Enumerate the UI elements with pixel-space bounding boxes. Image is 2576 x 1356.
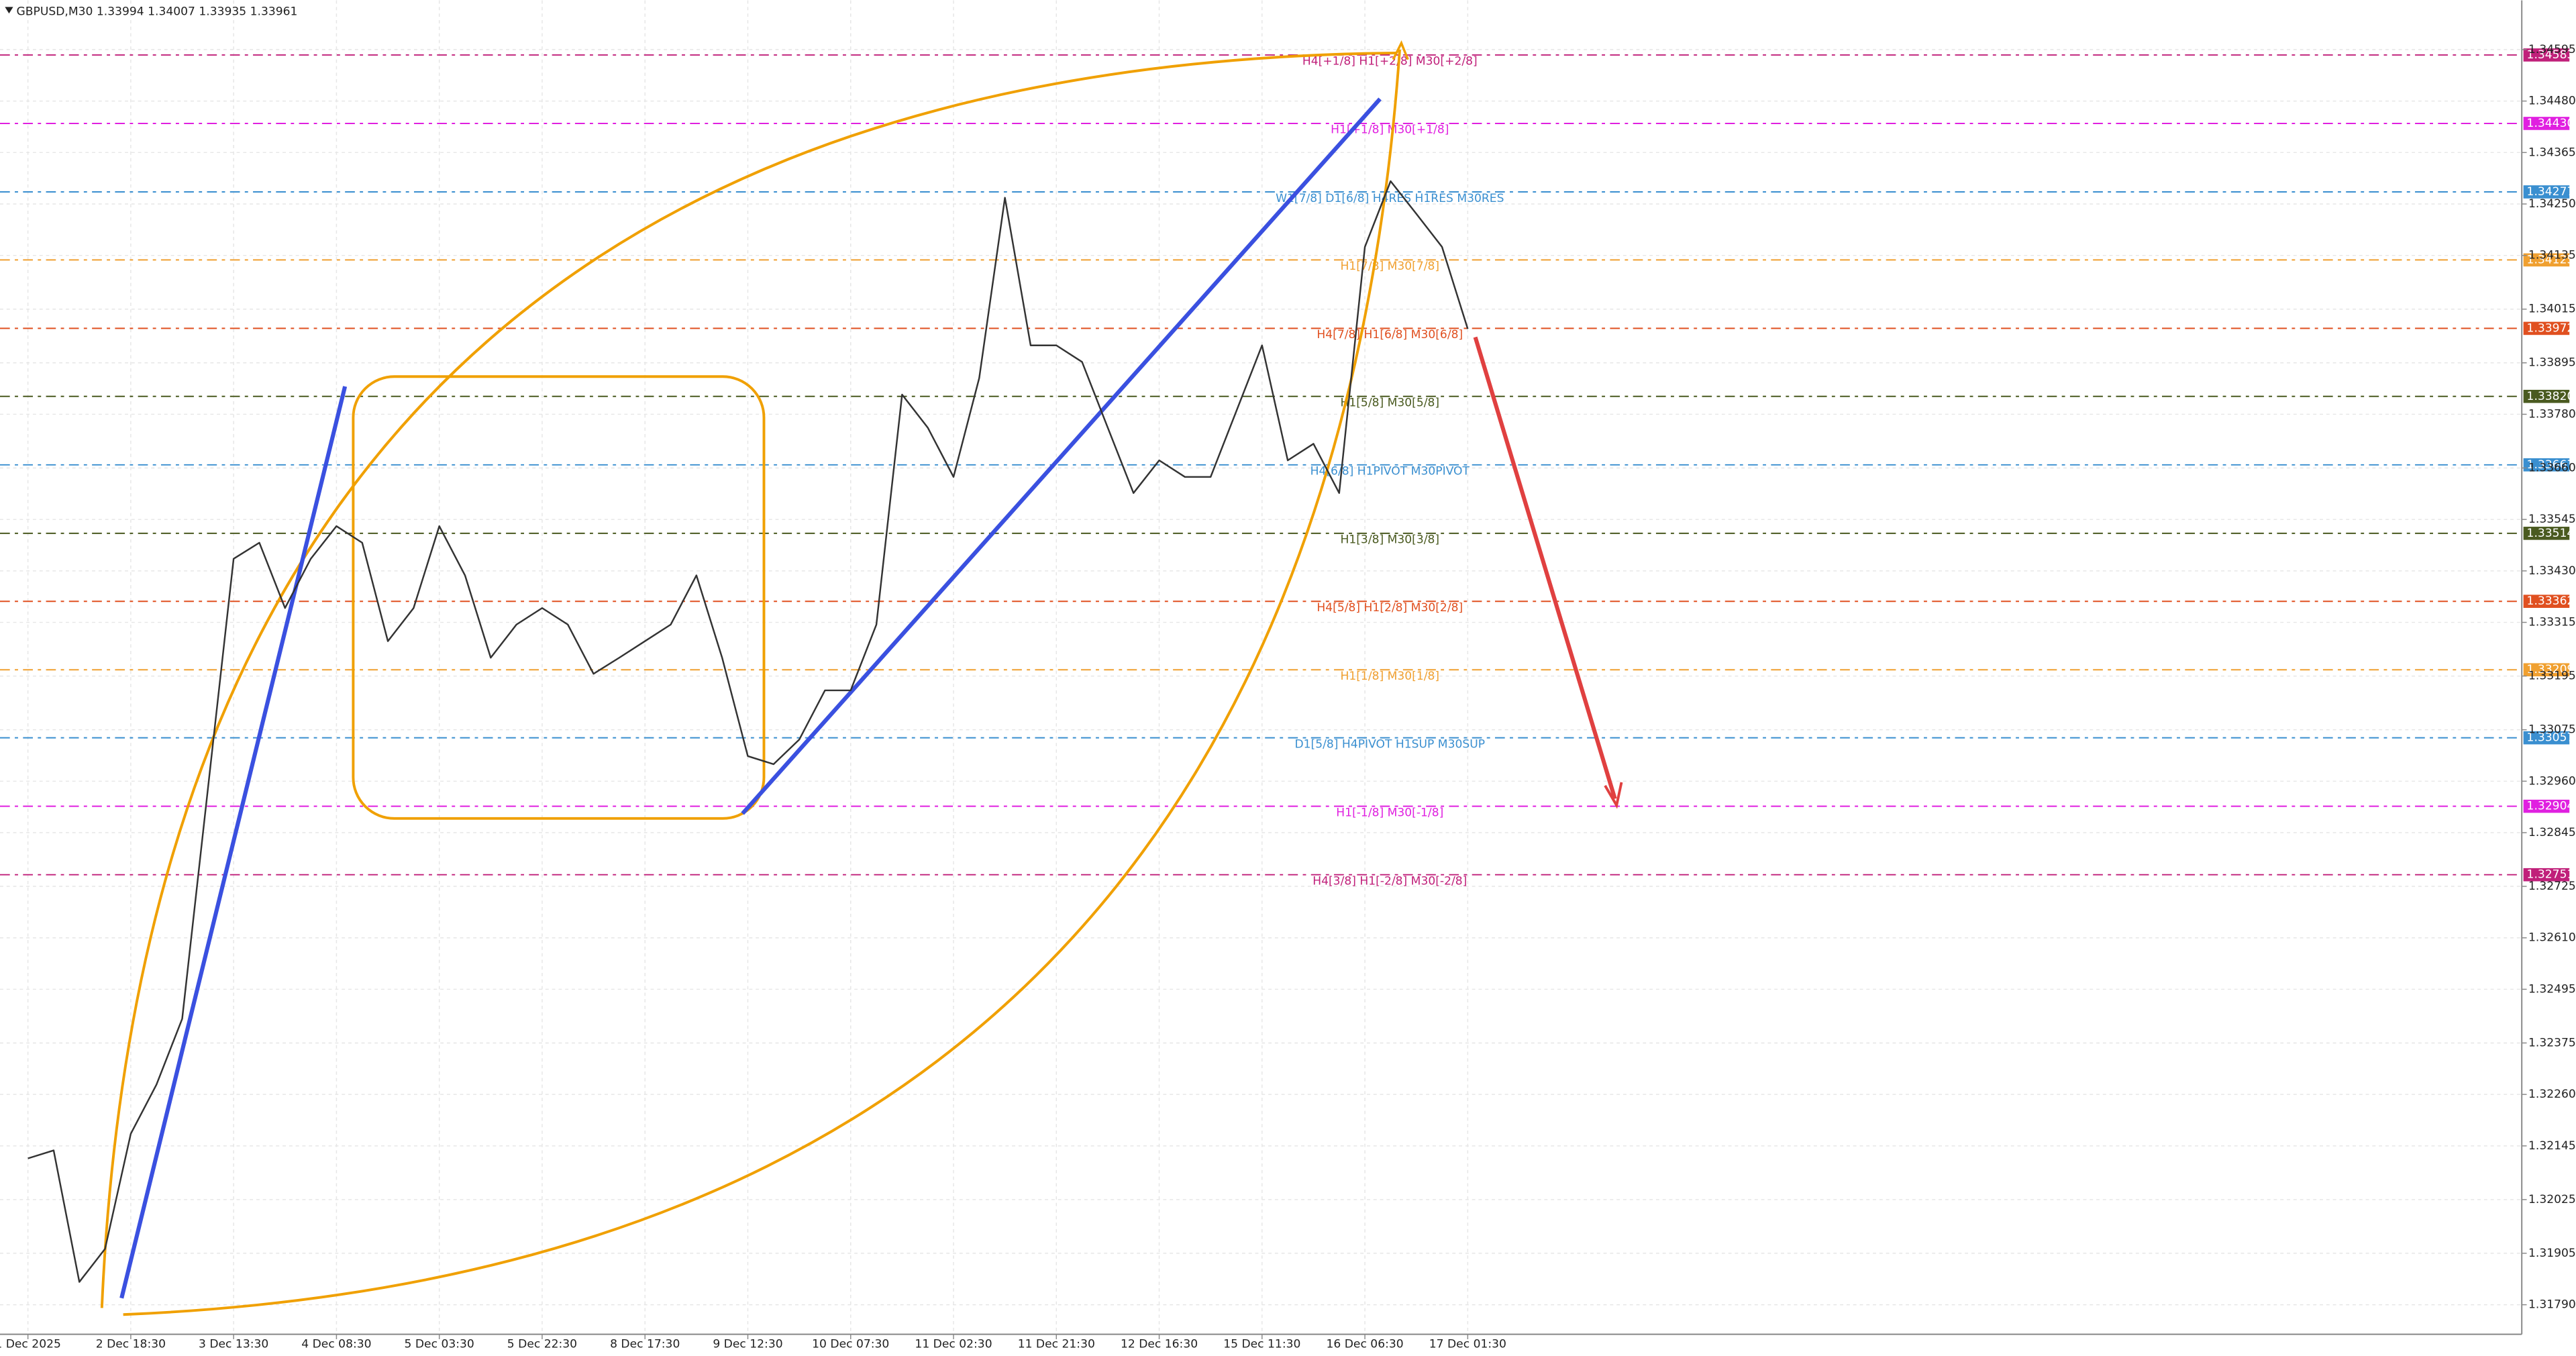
y-tick-label: 1.32375	[2528, 1036, 2576, 1049]
price-tag	[2523, 594, 2570, 609]
x-tick-label: 11 Dec 21:30	[1018, 1337, 1095, 1351]
y-tick-label: 1.33660	[2528, 461, 2576, 474]
y-tick-label: 1.31790	[2528, 1298, 2576, 1312]
price-tag	[2523, 868, 2570, 882]
y-tick-label: 1.33780	[2528, 407, 2576, 421]
price-tag-label: 1.33057	[2527, 731, 2575, 745]
price-tag	[2523, 663, 2570, 677]
price-tag-label: 1.33820	[2527, 390, 2575, 403]
price-tag-label: 1.33667	[2527, 458, 2575, 472]
level-label: H4[7/8] H1[6/8] M30[6/8]	[1317, 328, 1463, 342]
price-tag-label: 1.33209	[2527, 663, 2575, 676]
price-tag	[2523, 185, 2570, 199]
price-tag-label: 1.34430	[2527, 117, 2575, 130]
orange-arrowhead	[1392, 40, 1409, 60]
levels: H4[+1/8] H1[+2/8] M30[+2/8] 1.34583 H1[+1/…	[0, 48, 2574, 888]
level-label: D1[5/8] H4PIVOT H1SUP M30SUP	[1294, 737, 1485, 751]
level-label: H1[7/8] M30[7/8]	[1340, 260, 1439, 273]
price-tag-label: 1.33362	[2527, 594, 2575, 608]
drawings	[100, 40, 1623, 1316]
x-tick-label: 17 Dec 01:30	[1429, 1337, 1506, 1351]
level-label: H1[+1/8] M30[+1/8]	[1331, 123, 1449, 137]
level-label: H1[1/8] M30[1/8]	[1340, 670, 1439, 683]
price-tag	[2523, 117, 2570, 130]
price-line	[28, 180, 1469, 1283]
x-tick-label: 8 Dec 17:30	[610, 1337, 680, 1351]
y-tick-label: 1.33315	[2528, 616, 2576, 629]
y-tick-label: 1.33195	[2528, 670, 2576, 683]
y-tick-label: 1.32960	[2528, 774, 2576, 788]
orange-box	[352, 375, 766, 820]
x-tick-label: 2 Dec 18:30	[96, 1337, 166, 1351]
x-tick-label: 5 Dec 22:30	[507, 1337, 577, 1351]
level-label: W1[7/8] D1[6/8] H4RES H1RES M30RES	[1276, 192, 1504, 205]
x-tick-label: 4 Dec 08:30	[301, 1337, 371, 1351]
x-tick-label: 9 Dec 12:30	[713, 1337, 782, 1351]
x-tick-label: 16 Dec 06:30	[1326, 1337, 1403, 1351]
x-tick-label: 5 Dec 03:30	[405, 1337, 474, 1351]
price-tag-label: 1.34125	[2527, 253, 2575, 266]
orange-arc	[100, 51, 1397, 1308]
y-tick-label: 1.34015	[2528, 303, 2576, 316]
level-label: H1[5/8] M30[5/8]	[1340, 397, 1439, 410]
price-tag-label: 1.32751	[2527, 868, 2575, 882]
price-tag	[2523, 389, 2570, 403]
x-tick-label: 1 Dec 2025	[0, 1337, 61, 1351]
y-tick-label: 1.34365	[2528, 146, 2576, 159]
forecast-arrowhead	[1604, 782, 1623, 809]
y-tick-label: 1.32725	[2528, 880, 2576, 893]
price-tag	[2523, 527, 2570, 540]
price-tag-label: 1.32904	[2527, 800, 2575, 813]
price-tag	[2523, 799, 2570, 813]
price-tag-label: 1.34277	[2527, 185, 2575, 199]
y-tick-label: 1.33075	[2528, 723, 2576, 737]
menu-icon	[5, 7, 13, 14]
chart-title: GBPUSD,M30 1.33994 1.34007 1.33935 1.339…	[16, 5, 297, 19]
price-tag-label: 1.34583	[2527, 48, 2575, 62]
y-tick-label: 1.32845	[2528, 826, 2576, 839]
x-tick-label: 12 Dec 16:30	[1121, 1337, 1198, 1351]
y-tick-label: 1.34250	[2528, 197, 2576, 211]
level-label: H4[3/8] H1[-2/8] M30[-2/8]	[1312, 874, 1467, 888]
price-tag	[2523, 321, 2570, 335]
orange-arc	[123, 49, 1401, 1316]
grid	[0, 0, 2522, 1335]
y-tick-label: 1.32495	[2528, 982, 2576, 996]
x-tick-label: 3 Dec 13:30	[199, 1337, 268, 1351]
level-label: H4[+1/8] H1[+2/8] M30[+2/8]	[1302, 55, 1478, 68]
y-tick-label: 1.32025	[2528, 1193, 2576, 1206]
price-tag-label: 1.33972	[2527, 321, 2575, 335]
price-tag	[2523, 731, 2570, 745]
x-tick-label: 10 Dec 07:30	[812, 1337, 889, 1351]
trend-line	[741, 97, 1382, 815]
y-tick-label: 1.34595	[2528, 43, 2576, 56]
level-label: H1[-1/8] M30[-1/8]	[1336, 806, 1443, 819]
trend-line	[119, 386, 348, 1299]
price	[28, 180, 1469, 1283]
level-label: H4[5/8] H1[2/8] M30[2/8]	[1317, 601, 1463, 615]
y-tick-label: 1.32145	[2528, 1139, 2576, 1153]
y-tick-label: 1.33545	[2528, 513, 2576, 526]
x-tick-label: 15 Dec 11:30	[1223, 1337, 1300, 1351]
forecast-arrow	[1473, 336, 1617, 800]
price-tag	[2523, 253, 2570, 267]
y-tick-label: 1.32260	[2528, 1088, 2576, 1101]
y-tick-label: 1.33895	[2528, 356, 2576, 370]
level-label: H4[6/8] H1PIVOT M30PIVOT	[1310, 465, 1470, 478]
y-tick-label: 1.31905	[2528, 1247, 2576, 1260]
x-tick-label: 11 Dec 02:30	[915, 1337, 992, 1351]
y-tick-label: 1.32610	[2528, 931, 2576, 945]
level-label: H1[3/8] M30[3/8]	[1340, 533, 1439, 547]
price-tag	[2523, 48, 2570, 62]
price-tag-label: 1.33514	[2527, 527, 2575, 540]
price-tag	[2523, 458, 2570, 472]
y-tick-label: 1.34480	[2528, 95, 2576, 108]
y-tick-label: 1.34135	[2528, 249, 2576, 262]
y-tick-label: 1.33430	[2528, 564, 2576, 578]
